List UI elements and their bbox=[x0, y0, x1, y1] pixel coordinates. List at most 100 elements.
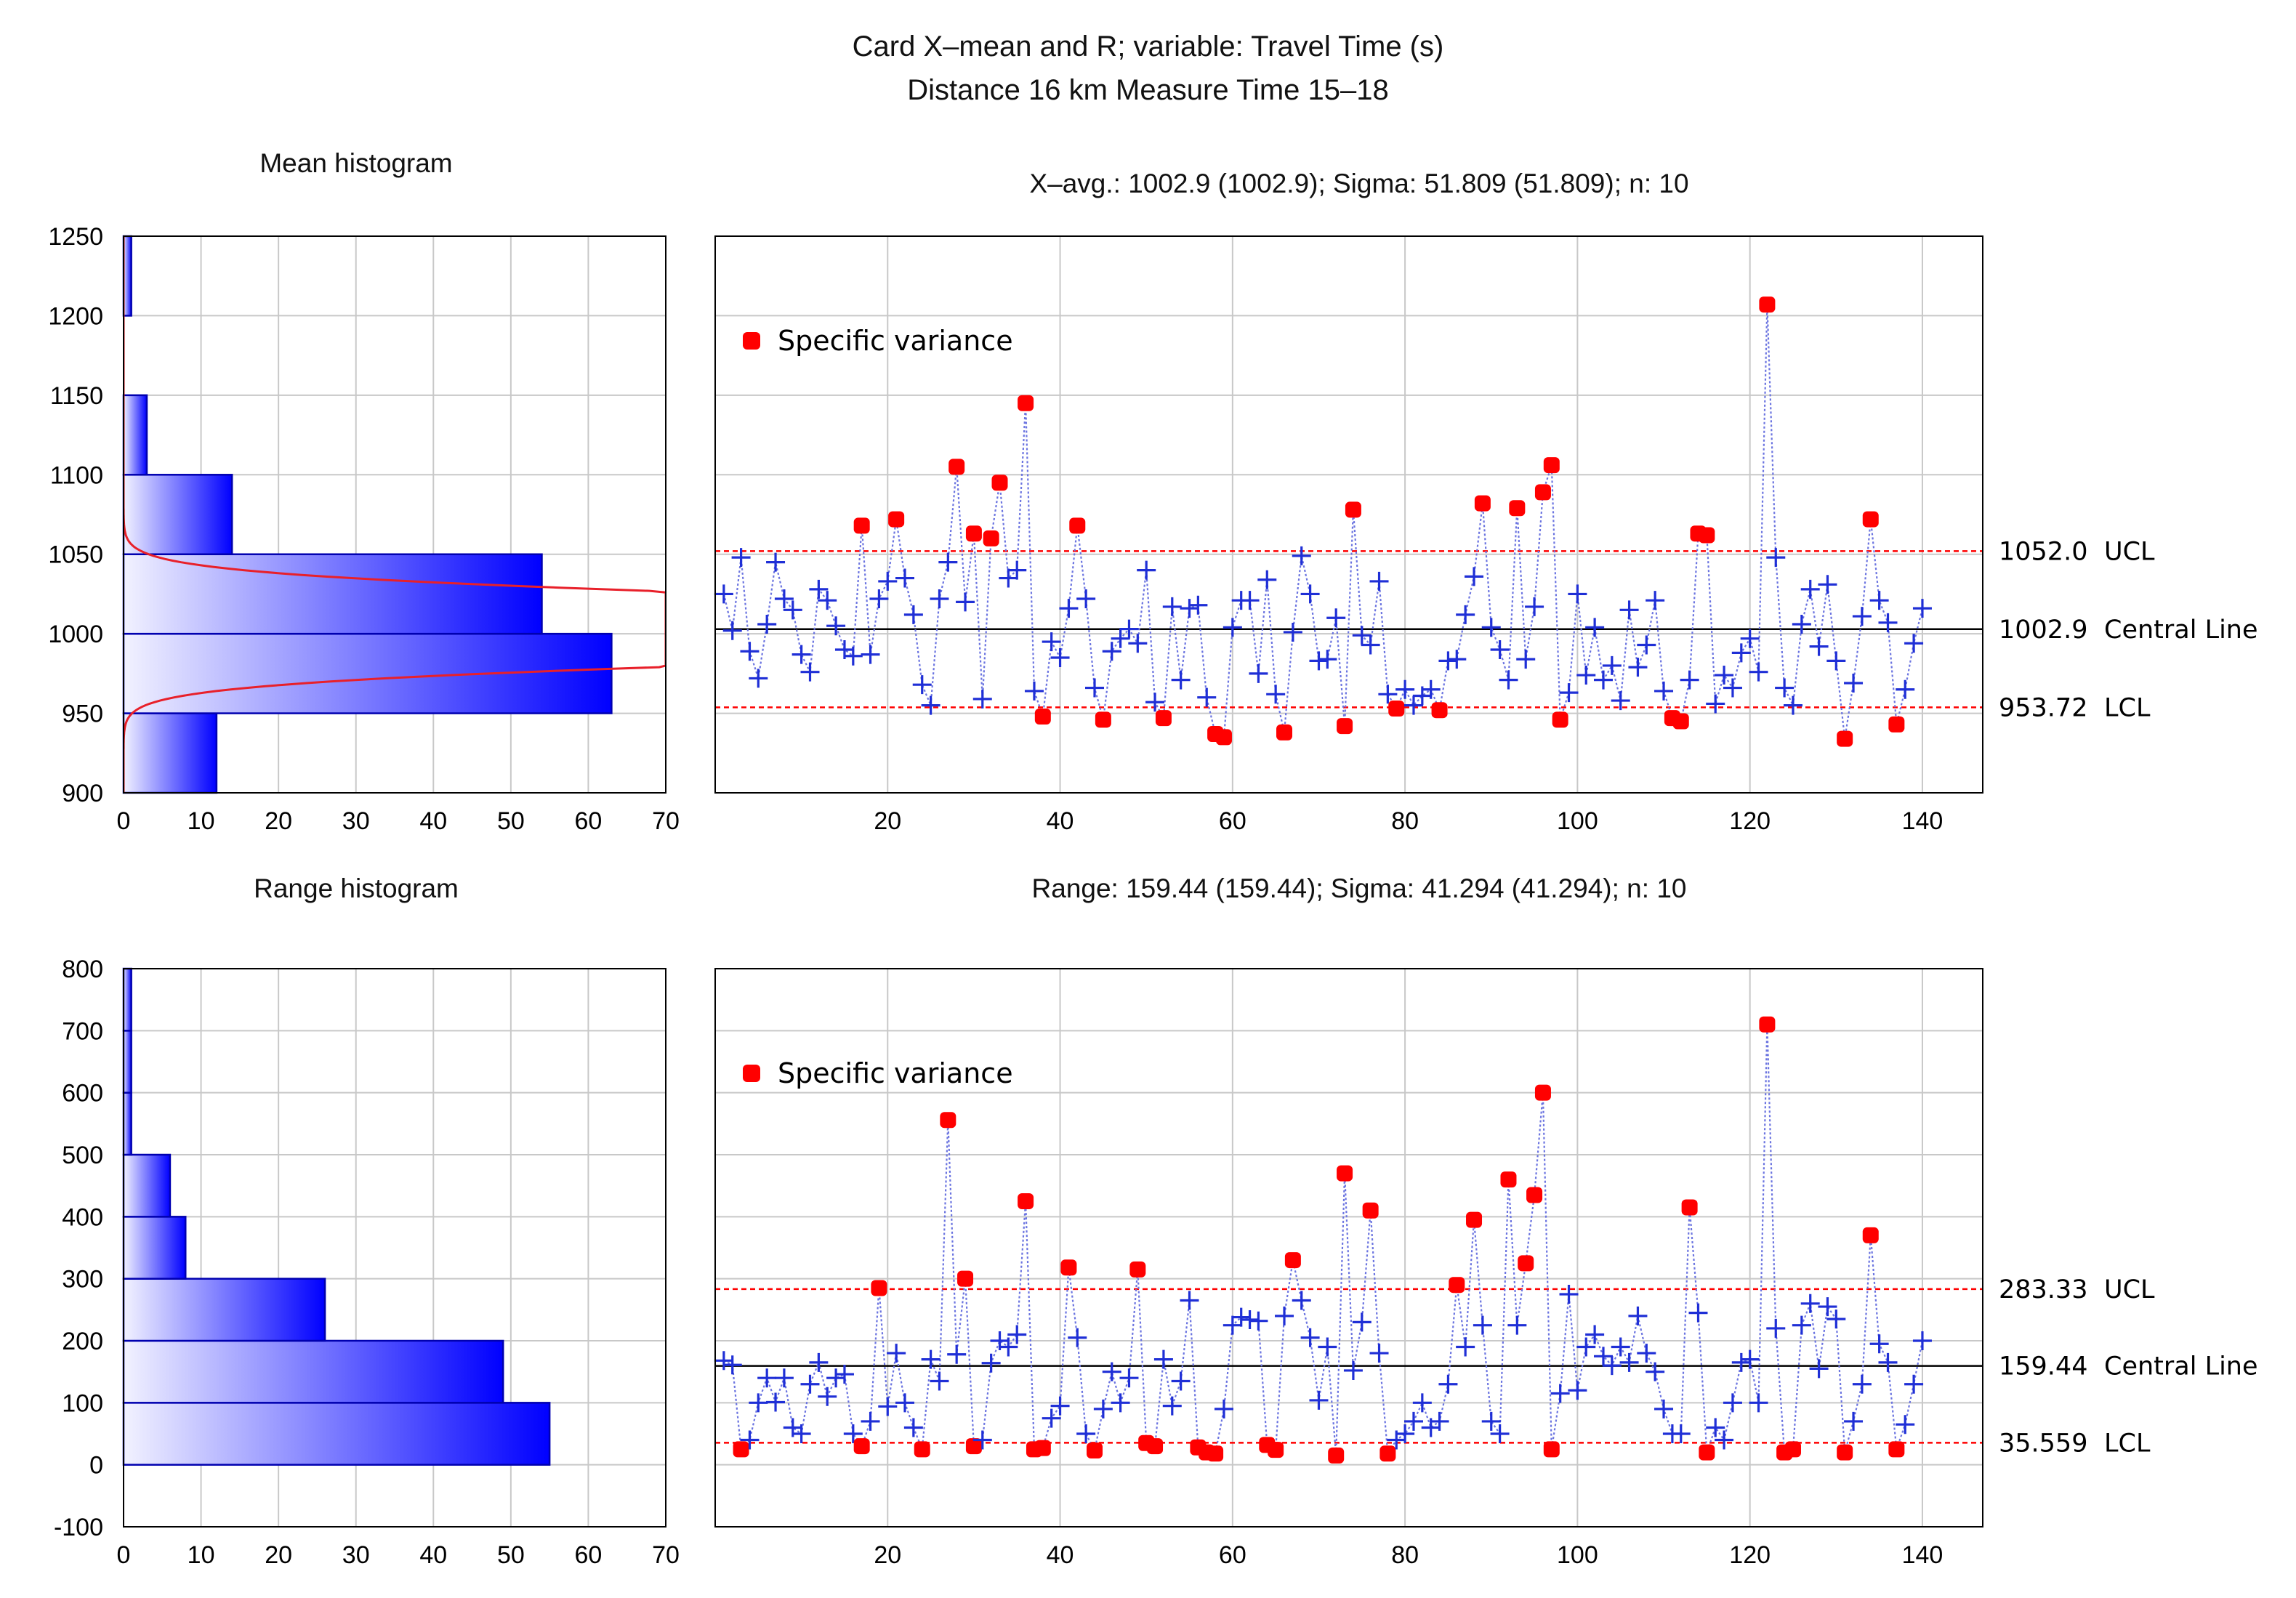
range-chart-flagged-point bbox=[1862, 1227, 1879, 1243]
mean-chart-point bbox=[731, 548, 751, 568]
mean-chart-point bbox=[1352, 626, 1371, 645]
mean-chart-point bbox=[1059, 599, 1079, 618]
mean-chart-flagged-point bbox=[1155, 710, 1172, 727]
mean-chart-point bbox=[1111, 629, 1130, 648]
range-chart-lcl-value: 35.559 bbox=[1999, 1429, 2087, 1458]
range-chart-point bbox=[1300, 1328, 1320, 1347]
mean-chart-point bbox=[843, 646, 863, 666]
range-chart-point bbox=[1878, 1352, 1898, 1372]
range-chart-flagged-point bbox=[871, 1280, 887, 1296]
mean-histogram-bar bbox=[122, 235, 132, 317]
range-chart-point bbox=[1826, 1310, 1846, 1329]
mean-chart-point bbox=[938, 552, 958, 572]
range-chart-point bbox=[1749, 1393, 1768, 1413]
range-chart-x-tick-label: 140 bbox=[1902, 1541, 1943, 1569]
mean-chart-point bbox=[1119, 619, 1139, 639]
mean-chart-point bbox=[1775, 678, 1794, 698]
mean-chart-flagged-point bbox=[888, 511, 905, 528]
mean-chart-point bbox=[1740, 629, 1760, 648]
mean-chart-x-tick-label: 60 bbox=[1219, 807, 1246, 835]
range-chart-point bbox=[1731, 1352, 1751, 1372]
range-chart-ucl-value: 283.33 bbox=[1999, 1275, 2087, 1304]
range-chart-point bbox=[1473, 1315, 1492, 1335]
mean-chart-frame bbox=[714, 235, 1983, 794]
mean-chart-flagged-point bbox=[1034, 708, 1051, 725]
range-chart-point bbox=[1050, 1396, 1070, 1416]
range-chart-point bbox=[1430, 1411, 1449, 1431]
mean-chart-point bbox=[1085, 678, 1105, 698]
mean-chart-flagged-point bbox=[1759, 296, 1776, 313]
range-histogram-y-tick-label: 200 bbox=[62, 1328, 103, 1355]
mean-chart-point bbox=[1585, 618, 1605, 637]
mean-histogram-y-tick-label: 1250 bbox=[48, 223, 103, 251]
mean-chart-flagged-point bbox=[1474, 495, 1491, 512]
mean-chart-point bbox=[1783, 695, 1802, 715]
mean-chart-point bbox=[1145, 693, 1165, 712]
range-histogram-x-tick-label: 50 bbox=[497, 1541, 525, 1569]
range-chart-point bbox=[1896, 1415, 1915, 1434]
mean-histogram-x-tick-label: 70 bbox=[652, 807, 680, 835]
range-chart-point bbox=[1654, 1399, 1674, 1419]
range-chart-point bbox=[1671, 1424, 1691, 1443]
mean-chart-point bbox=[1128, 634, 1148, 653]
range-histogram-y-tick-label: 100 bbox=[62, 1389, 103, 1417]
mean-chart-flagged-point bbox=[991, 475, 1008, 491]
range-histogram-x-tick-label: 60 bbox=[575, 1541, 603, 1569]
range-chart-flagged-point bbox=[965, 1438, 982, 1455]
range-chart-point bbox=[1068, 1328, 1087, 1347]
range-chart-point bbox=[1438, 1374, 1458, 1394]
mean-chart-point bbox=[1818, 575, 1837, 594]
mean-chart-flagged-point bbox=[1837, 730, 1853, 747]
mean-chart-point bbox=[1465, 567, 1484, 586]
range-chart-point bbox=[1309, 1390, 1329, 1410]
range-chart-point bbox=[1093, 1399, 1113, 1419]
range-chart-point bbox=[1818, 1297, 1837, 1317]
range-histogram-bar bbox=[122, 1153, 172, 1218]
mean-chart-point bbox=[774, 589, 794, 608]
range-chart-point bbox=[1153, 1349, 1173, 1369]
mean-chart-flagged-point bbox=[1862, 511, 1879, 528]
range-chart-point bbox=[1904, 1374, 1924, 1394]
range-chart-center-label: Central Line bbox=[2104, 1352, 2258, 1381]
range-chart-point bbox=[1481, 1411, 1501, 1431]
range-chart-point bbox=[1231, 1307, 1251, 1327]
mean-chart-point bbox=[1809, 637, 1829, 656]
range-chart-point bbox=[1042, 1408, 1061, 1428]
mean-chart-flagged-point bbox=[1888, 716, 1905, 733]
range-histogram-x-tick-label: 10 bbox=[188, 1541, 215, 1569]
mean-histogram-bar bbox=[122, 712, 218, 794]
mean-chart-point bbox=[895, 568, 915, 588]
range-chart-flagged-point bbox=[1268, 1442, 1284, 1458]
range-chart-point bbox=[1507, 1315, 1527, 1335]
mean-histogram-y-tick-label: 1100 bbox=[50, 461, 103, 489]
range-chart-point bbox=[1318, 1337, 1337, 1357]
mean-chart-point bbox=[1490, 640, 1510, 660]
range-histogram-y-tick-label: -100 bbox=[54, 1514, 103, 1541]
range-chart-x-tick-label: 120 bbox=[1729, 1541, 1771, 1569]
range-chart-point bbox=[1403, 1411, 1423, 1431]
range-chart-point bbox=[1171, 1371, 1191, 1391]
range-chart-point bbox=[749, 1393, 768, 1413]
mean-chart-point bbox=[1852, 607, 1872, 626]
mean-chart-point bbox=[1912, 599, 1932, 618]
mean-chart-point bbox=[1749, 662, 1768, 682]
mean-chart-lcl-label: LCL bbox=[2104, 693, 2151, 722]
range-chart-point bbox=[722, 1355, 742, 1375]
mean-chart-point bbox=[1050, 647, 1070, 667]
mean-chart-point bbox=[1162, 597, 1182, 616]
mean-chart-point bbox=[1499, 670, 1518, 690]
mean-chart-point bbox=[1137, 560, 1156, 580]
mean-chart-point bbox=[1326, 608, 1346, 628]
range-chart-point bbox=[1852, 1374, 1872, 1394]
mean-chart-point bbox=[1309, 651, 1329, 671]
mean-chart-point bbox=[1222, 618, 1242, 637]
range-chart-flagged-point bbox=[1284, 1252, 1301, 1269]
range-chart-point bbox=[834, 1365, 854, 1384]
range-chart-point bbox=[972, 1430, 992, 1450]
mean-histogram-frame bbox=[123, 235, 666, 794]
range-chart-point bbox=[1740, 1349, 1760, 1369]
mean-histogram-bar bbox=[122, 474, 233, 555]
range-chart-point bbox=[878, 1397, 898, 1416]
range-chart-x-tick-label: 40 bbox=[1047, 1541, 1074, 1569]
